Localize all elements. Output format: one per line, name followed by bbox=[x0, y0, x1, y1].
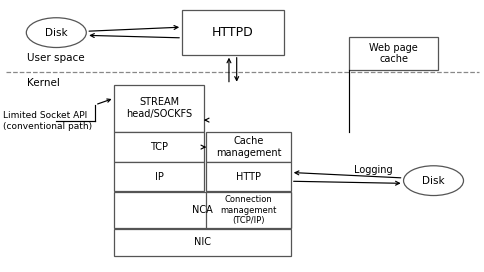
FancyBboxPatch shape bbox=[206, 192, 290, 228]
Text: NCA: NCA bbox=[192, 205, 212, 215]
Text: Web page
cache: Web page cache bbox=[368, 43, 417, 64]
Text: IP: IP bbox=[154, 172, 163, 182]
Text: NIC: NIC bbox=[194, 237, 211, 248]
Text: User space: User space bbox=[27, 52, 85, 63]
Text: Connection
management
(TCP/IP): Connection management (TCP/IP) bbox=[220, 195, 276, 225]
Text: Disk: Disk bbox=[422, 176, 444, 186]
FancyBboxPatch shape bbox=[206, 162, 290, 191]
Text: HTTP: HTTP bbox=[236, 172, 260, 182]
Text: Limited Socket API
(conventional path): Limited Socket API (conventional path) bbox=[3, 112, 92, 131]
Text: STREAM
head/SOCKFS: STREAM head/SOCKFS bbox=[126, 97, 192, 119]
Text: Logging: Logging bbox=[353, 165, 392, 175]
Text: Kernel: Kernel bbox=[27, 78, 60, 88]
Ellipse shape bbox=[26, 18, 86, 48]
Text: Disk: Disk bbox=[45, 28, 67, 38]
FancyBboxPatch shape bbox=[114, 192, 290, 228]
FancyBboxPatch shape bbox=[206, 132, 290, 162]
Ellipse shape bbox=[403, 166, 463, 196]
FancyBboxPatch shape bbox=[182, 10, 283, 55]
FancyBboxPatch shape bbox=[348, 37, 438, 70]
Text: HTTPD: HTTPD bbox=[212, 26, 253, 39]
Text: Cache
management: Cache management bbox=[215, 136, 281, 158]
FancyBboxPatch shape bbox=[114, 85, 203, 132]
FancyBboxPatch shape bbox=[114, 162, 203, 191]
FancyBboxPatch shape bbox=[114, 132, 203, 162]
Text: TCP: TCP bbox=[150, 142, 168, 152]
FancyBboxPatch shape bbox=[114, 228, 290, 256]
